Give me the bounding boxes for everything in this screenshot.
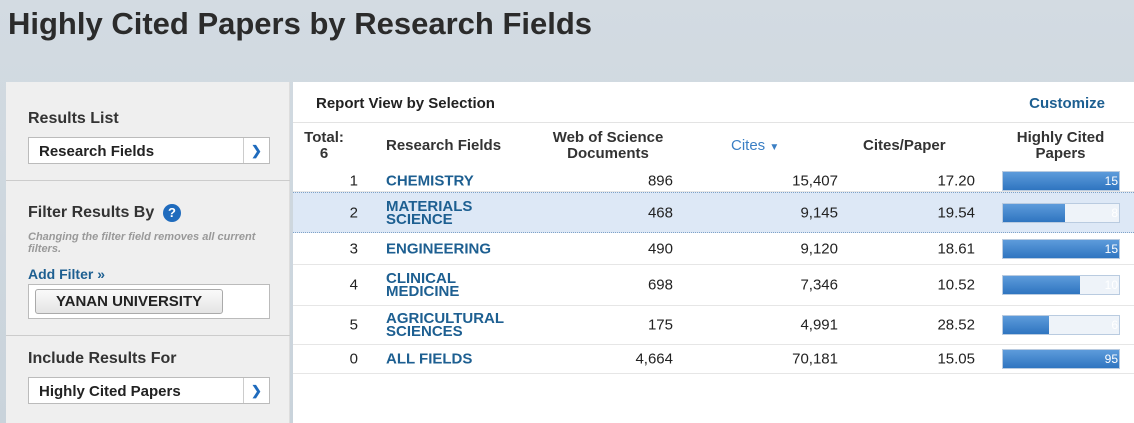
documents: 175 bbox=[647, 316, 673, 334]
bar bbox=[1003, 203, 1065, 222]
page-title: Highly Cited Papers by Research Fields bbox=[8, 6, 593, 41]
report: Report View by Selection Customize Total… bbox=[293, 82, 1134, 423]
rank: 3 bbox=[349, 240, 358, 257]
table-row[interactable]: 1 CHEMISTRY 896 15,407 17.20 15 bbox=[293, 170, 1134, 192]
table-row[interactable]: 3 ENGINEERING 490 9,120 18.61 15 bbox=[293, 233, 1134, 265]
rank: 4 bbox=[349, 276, 358, 294]
filter-note: Changing the filter field removes all cu… bbox=[28, 231, 256, 255]
highly-cited-header: Highly Cited Papers bbox=[1016, 129, 1105, 162]
field-header: Research Fields bbox=[386, 137, 502, 154]
include-dropdown[interactable]: Highly Cited Papers ❯ bbox=[28, 377, 270, 404]
cites-per-paper: 18.61 bbox=[937, 240, 975, 257]
results-list-label: Results List bbox=[28, 110, 119, 127]
field-link[interactable]: ALL FIELDS bbox=[386, 350, 473, 368]
bar-track: 15 bbox=[1002, 170, 1120, 191]
filter-chip[interactable]: YANAN UNIVERSITY bbox=[35, 289, 224, 314]
bar-label: 15 bbox=[1104, 241, 1118, 256]
documents: 698 bbox=[647, 276, 673, 294]
rank: 1 bbox=[349, 172, 358, 189]
sort-arrow: ▼ bbox=[769, 142, 780, 153]
documents-header: Web of Science Documents bbox=[552, 129, 664, 162]
bar-track: 6 bbox=[1002, 315, 1120, 335]
cites-per-paper: 19.54 bbox=[937, 204, 975, 221]
bar-label: 95 bbox=[1104, 352, 1118, 366]
bar bbox=[1003, 316, 1050, 334]
bar-label: 6 bbox=[1111, 318, 1118, 332]
bar bbox=[1003, 171, 1119, 190]
total-count: 6 bbox=[319, 145, 329, 162]
documents: 490 bbox=[647, 240, 673, 257]
divider bbox=[6, 180, 290, 181]
cites: 9,145 bbox=[800, 204, 838, 221]
bar bbox=[1003, 350, 1119, 368]
field-link[interactable]: ENGINEERING bbox=[386, 240, 492, 257]
ratio-header: Cites/Paper bbox=[863, 137, 946, 154]
customize-link[interactable]: Customize bbox=[1029, 95, 1105, 112]
divider bbox=[293, 122, 1134, 123]
include-label: Include Results For bbox=[28, 350, 177, 367]
bar bbox=[1003, 276, 1081, 294]
bar bbox=[1003, 239, 1119, 258]
table-row[interactable]: 0 ALL FIELDS 4,664 70,181 15.05 95 bbox=[293, 345, 1134, 374]
cites-per-paper: 28.52 bbox=[937, 316, 975, 334]
table-row[interactable]: 5 AGRICULTURAL SCIENCES 175 4,991 28.52 6 bbox=[293, 306, 1134, 345]
add-filter-link[interactable]: Add Filter » bbox=[28, 266, 106, 282]
bar-track: 95 bbox=[1002, 349, 1120, 369]
rank: 0 bbox=[349, 350, 358, 368]
rank: 5 bbox=[349, 316, 358, 334]
cites-header[interactable]: Cites ▼ bbox=[731, 138, 779, 156]
cites: 15,407 bbox=[792, 172, 838, 189]
dropdown-value: Research Fields bbox=[39, 143, 155, 160]
bar-label: 10 bbox=[1104, 278, 1118, 292]
cites-header-text: Cites bbox=[731, 137, 766, 154]
results-list-dropdown[interactable]: Research Fields ❯ bbox=[28, 137, 270, 164]
cites-per-paper: 15.05 bbox=[937, 350, 975, 368]
rank: 2 bbox=[349, 204, 358, 221]
table-row[interactable]: 4 CLINICAL MEDICINE 698 7,346 10.52 10 bbox=[293, 265, 1134, 306]
table-row[interactable]: 2 MATERIALS SCIENCE 468 9,145 19.54 8 bbox=[293, 192, 1134, 233]
cites-per-paper: 10.52 bbox=[937, 276, 975, 294]
cites: 4,991 bbox=[800, 316, 838, 334]
bar-track: 10 bbox=[1002, 275, 1120, 295]
field-link[interactable]: MATERIALS SCIENCE bbox=[386, 197, 473, 228]
dropdown-arrow: ❯ bbox=[243, 138, 269, 163]
documents: 896 bbox=[647, 172, 673, 189]
filter-box: YANAN UNIVERSITY bbox=[28, 284, 270, 319]
bar-label: 8 bbox=[1111, 205, 1118, 220]
cites: 7,346 bbox=[800, 276, 838, 294]
bar-label: 15 bbox=[1104, 173, 1118, 188]
total-label: Total: bbox=[304, 129, 344, 146]
documents: 468 bbox=[647, 204, 673, 221]
dropdown-value: Highly Cited Papers bbox=[39, 383, 181, 400]
filter-label: Filter Results By bbox=[28, 204, 155, 221]
cites: 9,120 bbox=[800, 240, 838, 257]
divider bbox=[6, 335, 290, 336]
help-icon[interactable]: ? bbox=[163, 204, 181, 222]
sidebar: Results List Research Fields ❯ Filter Res… bbox=[6, 82, 290, 423]
field-link[interactable]: AGRICULTURAL SCIENCES bbox=[386, 310, 504, 340]
cites-per-paper: 17.20 bbox=[937, 172, 975, 189]
field-link[interactable]: CHEMISTRY bbox=[386, 172, 474, 189]
documents: 4,664 bbox=[635, 350, 673, 368]
field-link[interactable]: CLINICAL MEDICINE bbox=[386, 270, 460, 300]
total-header: Total: 6 bbox=[303, 130, 345, 162]
cites: 70,181 bbox=[792, 350, 838, 368]
bar-track: 15 bbox=[1002, 238, 1120, 259]
report-title: Report View by Selection bbox=[316, 95, 495, 112]
bar-track: 8 bbox=[1002, 202, 1120, 223]
dropdown-arrow: ❯ bbox=[243, 378, 269, 403]
